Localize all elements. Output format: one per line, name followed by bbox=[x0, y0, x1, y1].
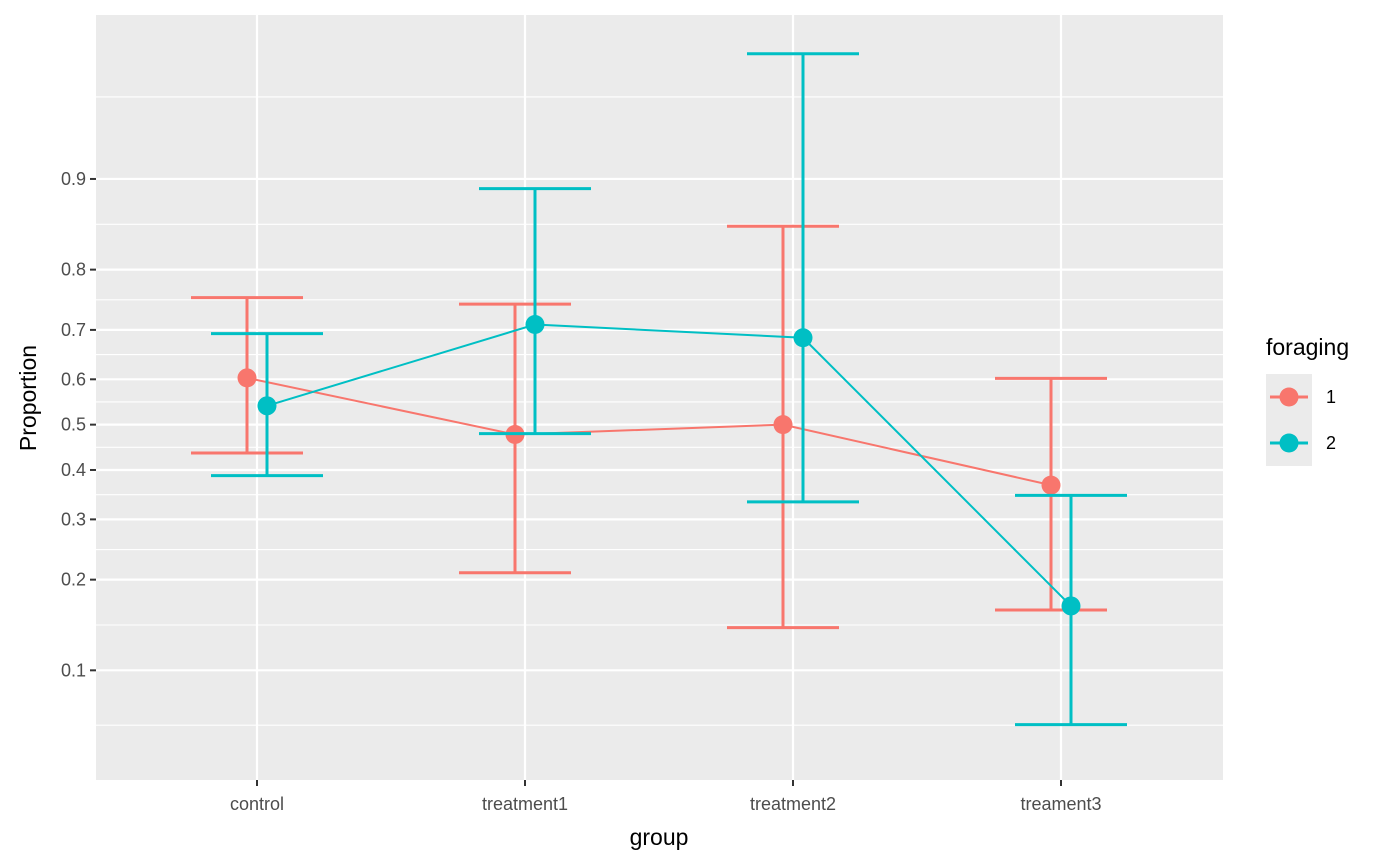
data-point bbox=[1061, 596, 1081, 616]
data-point bbox=[237, 368, 257, 388]
series-line bbox=[246, 376, 1052, 487]
grid-major bbox=[96, 15, 1223, 780]
legend: foraging 1 2 bbox=[1266, 334, 1349, 466]
legend-label: 2 bbox=[1326, 433, 1336, 453]
x-tick-label: treatment2 bbox=[750, 794, 836, 814]
x-axis-title: group bbox=[630, 824, 689, 850]
series-layer bbox=[191, 52, 1127, 727]
series-1 bbox=[191, 224, 1107, 630]
y-tick-label: 0.8 bbox=[61, 260, 86, 280]
y-tick-label: 0.4 bbox=[61, 460, 86, 480]
y-tick-label: 0.2 bbox=[61, 570, 86, 590]
data-point bbox=[257, 396, 277, 416]
x-tick-label: treament3 bbox=[1020, 794, 1101, 814]
y-tick-label: 0.3 bbox=[61, 509, 86, 529]
legend-key-point bbox=[1279, 433, 1299, 453]
grid-minor bbox=[96, 96, 1223, 726]
legend-item-2: 2 bbox=[1266, 420, 1336, 466]
x-axis-ticks: control treatment1 treatment2 treament3 bbox=[230, 780, 1102, 814]
y-tick-label: 0.1 bbox=[61, 660, 86, 680]
y-tick-label: 0.9 bbox=[61, 169, 86, 189]
y-tick-label: 0.7 bbox=[61, 320, 86, 340]
legend-title: foraging bbox=[1266, 334, 1349, 360]
x-tick-label: treatment1 bbox=[482, 794, 568, 814]
y-axis-title: Proportion bbox=[15, 345, 41, 451]
y-tick-label: 0.6 bbox=[61, 369, 86, 389]
x-tick-label: control bbox=[230, 794, 284, 814]
legend-key-point bbox=[1279, 387, 1299, 407]
data-point bbox=[1041, 475, 1061, 495]
panel-background bbox=[96, 15, 1223, 780]
data-point bbox=[773, 415, 793, 435]
legend-label: 1 bbox=[1326, 387, 1336, 407]
y-tick-label: 0.5 bbox=[61, 415, 86, 435]
y-axis-ticks: 0.1 0.2 0.3 0.4 0.5 0.6 0.7 0.8 0.9 bbox=[61, 169, 96, 680]
series-2 bbox=[211, 52, 1127, 727]
legend-item-1: 1 bbox=[1266, 374, 1336, 420]
series-line bbox=[266, 323, 1072, 607]
data-point bbox=[793, 328, 813, 348]
data-point bbox=[525, 315, 545, 335]
